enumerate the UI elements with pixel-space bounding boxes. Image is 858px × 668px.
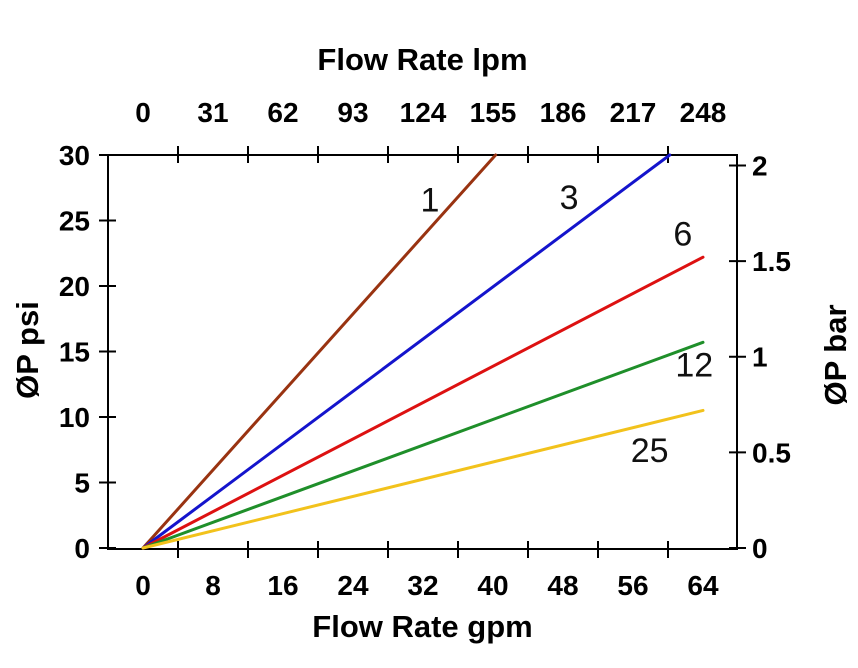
right-axis-tick-label: 1.5 (752, 246, 791, 277)
top-axis-tick-label: 186 (540, 97, 587, 128)
top-axis-tick-label: 0 (135, 97, 151, 128)
left-axis-tick-label: 25 (59, 206, 90, 237)
series-label-12: 12 (675, 347, 713, 385)
left-axis-tick-label: 20 (59, 271, 90, 302)
right-axis-tick-label: 0 (752, 533, 768, 564)
left-axis-tick-label: 15 (59, 337, 90, 368)
top-axis-tick-label: 93 (337, 97, 368, 128)
top-axis-tick-label: 248 (680, 97, 727, 128)
series-line-12 (141, 340, 705, 550)
bottom-axis-tick-label: 64 (687, 570, 719, 601)
series-label-3: 3 (560, 179, 579, 217)
bottom-axis-tick-label: 24 (337, 570, 369, 601)
bottom-axis-tick-label: 8 (205, 570, 221, 601)
series-line-25 (141, 408, 705, 550)
series-label-25: 25 (631, 432, 669, 470)
top-axis-tick-label: 31 (197, 97, 228, 128)
right-axis-tick-label: 1 (752, 342, 768, 373)
series-line-6 (141, 255, 705, 550)
bottom-axis-tick-label: 32 (407, 570, 438, 601)
bottom-axis-tick-label: 40 (477, 570, 508, 601)
series-label-1: 1 (421, 182, 440, 220)
top-axis-tick-label: 124 (400, 97, 447, 128)
right-axis-tick-label: 0.5 (752, 437, 791, 468)
bottom-axis-tick-label: 56 (617, 570, 648, 601)
bottom-axis-tick-label: 16 (267, 570, 298, 601)
top-axis-tick-label: 217 (610, 97, 657, 128)
series-label-6: 6 (673, 216, 692, 254)
top-axis-tick-label: 62 (267, 97, 298, 128)
left-axis-tick-label: 5 (74, 468, 90, 499)
left-axis-tick-label: 10 (59, 402, 90, 433)
top-axis-title: Flow Rate lpm (317, 42, 528, 77)
bottom-axis-tick-label: 0 (135, 570, 151, 601)
bottom-axis-title: Flow Rate gpm (312, 609, 533, 644)
right-axis-tick-label: 2 (752, 150, 768, 181)
bottom-axis-tick-label: 48 (547, 570, 578, 601)
left-axis-tick-label: 0 (74, 533, 90, 564)
series-line-1 (141, 153, 498, 550)
left-axis-tick-label: 30 (59, 140, 90, 171)
series-line-3 (141, 153, 672, 550)
top-axis-tick-label: 155 (470, 97, 517, 128)
